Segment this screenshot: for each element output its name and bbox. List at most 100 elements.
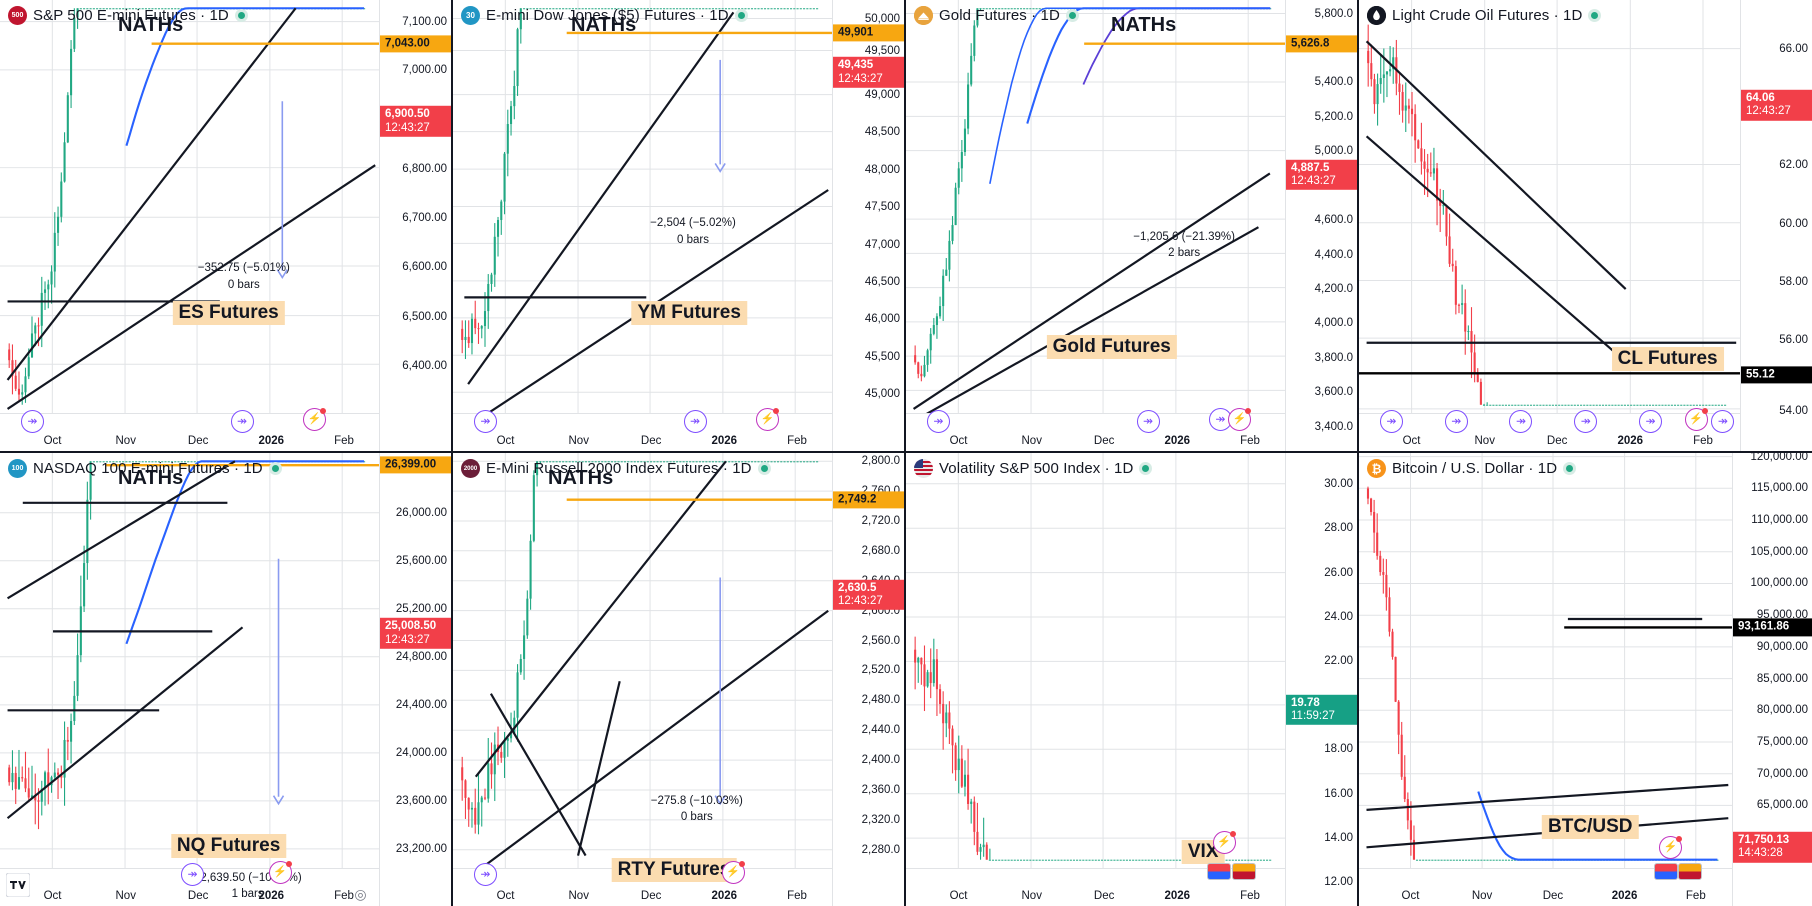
- time-axis-vix[interactable]: Oct Nov Dec 2026 Feb: [906, 868, 1285, 906]
- fast-forward-icon[interactable]: ↠: [1509, 409, 1533, 433]
- fast-forward-icon[interactable]: ↠: [926, 409, 950, 433]
- time-axis-btc[interactable]: Oct Nov Dec 2026 Feb: [1359, 868, 1732, 906]
- lightning-icon[interactable]: ⚡: [268, 860, 292, 884]
- price-axis-rty[interactable]: 2,800.02,760.02,720.02,680.02,640.02,600…: [832, 453, 904, 906]
- lightning-icon[interactable]: ⚡: [1659, 835, 1683, 859]
- price-tick: 4,200.0: [1314, 283, 1353, 295]
- flag-icon-secondary[interactable]: [1677, 862, 1702, 880]
- time-tick: Feb: [1240, 890, 1260, 902]
- fast-forward-icon[interactable]: ↠: [1444, 409, 1468, 433]
- chart-panel-gc[interactable]: Gold Futures · 1D NATHs −1,205.6 (−21.39%)…: [906, 0, 1359, 453]
- time-axis-cl[interactable]: Oct Nov Dec 2026 Feb: [1359, 413, 1740, 451]
- time-tick: Feb: [334, 890, 354, 902]
- ticker-label-cl: CL Futures: [1611, 346, 1724, 371]
- chart-panel-es[interactable]: 500 S&P 500 E-mini Futures · 1D NATHs −352.…: [0, 0, 453, 453]
- live-dot: [1065, 9, 1079, 22]
- panel-title-es: S&P 500 E-mini Futures · 1D: [33, 7, 229, 24]
- price-tick: 2,520.0: [861, 664, 900, 677]
- plot-area-vix[interactable]: [906, 453, 1285, 868]
- time-axis-ym[interactable]: Oct Nov Dec 2026 Feb: [453, 413, 832, 451]
- panel-header-ym: 30 E-mini Dow Jones ($5) Futures · 1D: [461, 6, 748, 25]
- fast-forward-icon[interactable]: ↠: [1639, 409, 1663, 433]
- fast-forward-icon[interactable]: ↠: [20, 409, 44, 433]
- price-tick: 5,000.0: [1314, 145, 1353, 158]
- price-axis-nq[interactable]: 26,000.00 25,600.00 25,200.00 24,800.00 24,4…: [379, 453, 451, 906]
- lightning-icon[interactable]: ⚡: [302, 407, 326, 431]
- chart-panel-btc[interactable]: ₿ Bitcoin / U.S. Dollar · 1D BTC/USD 120,00…: [1359, 453, 1812, 906]
- plot-area-nq[interactable]: [0, 453, 379, 868]
- time-tick: Feb: [787, 435, 807, 447]
- dow30-icon: 30: [461, 6, 480, 25]
- measure-annotation-es: −352.75 (−5.01%) 0 bars: [198, 260, 290, 293]
- price-axis-ym[interactable]: 50,000 49,500 49,000 48,500 48,000 47,500 47,0…: [832, 0, 904, 451]
- measure-annotation-rty: −275.8 (−10.03%) 0 bars: [651, 793, 743, 826]
- price-tag-time: 12:43:27: [385, 633, 430, 646]
- plot-area-btc[interactable]: [1359, 453, 1732, 868]
- measure-delta: −2,504 (−5.02%): [650, 217, 736, 230]
- lightning-icon[interactable]: ⚡: [1212, 831, 1236, 855]
- fast-forward-icon[interactable]: ↠: [1208, 407, 1232, 431]
- time-axis-es[interactable]: Oct Nov Dec 2026 Feb: [0, 413, 379, 451]
- price-tick: 2,480.0: [861, 694, 900, 707]
- price-tick: 16.00: [1324, 787, 1353, 800]
- plot-area-gc[interactable]: [906, 0, 1285, 413]
- fast-forward-icon[interactable]: ↠: [180, 862, 204, 886]
- price-tick: 48,500: [864, 126, 900, 139]
- panel-title-nq: NASDAQ 100 E-mini Futures · 1D: [33, 460, 263, 477]
- time-tick: Nov: [1474, 435, 1495, 447]
- price-tag-value: 26,399.00: [385, 458, 437, 471]
- panel-title-vix: Volatility S&P 500 Index · 1D: [939, 460, 1134, 477]
- settings-icon[interactable]: ◎: [354, 885, 367, 902]
- price-tick: 95,000.00: [1756, 609, 1808, 622]
- chart-panel-vix[interactable]: Volatility S&P 500 Index · 1D VIX 30.00 28.…: [906, 453, 1359, 906]
- ticker-label-btc: BTC/USD: [1542, 815, 1639, 840]
- tradingview-logo[interactable]: [5, 872, 31, 902]
- flag-icon-secondary[interactable]: [1231, 862, 1256, 880]
- plot-area-cl[interactable]: [1359, 0, 1740, 413]
- fast-forward-icon[interactable]: ↠: [473, 409, 497, 433]
- fast-forward-icon[interactable]: ↠: [1711, 409, 1735, 433]
- price-tag-value: 7,043.00: [385, 37, 430, 50]
- price-axis-btc[interactable]: 120,000.00 115,000.00 110,000.00 105,000.00…: [1732, 453, 1812, 906]
- fast-forward-icon[interactable]: ↠: [1136, 409, 1160, 433]
- plot-area-ym[interactable]: [453, 0, 832, 413]
- chart-panel-nq[interactable]: 100 NASDAQ 100 E-mini Futures · 1D NATHs −2…: [0, 453, 453, 906]
- plot-area-es[interactable]: [0, 0, 379, 413]
- price-tick: 2,560.0: [861, 634, 900, 647]
- price-tag-time: 12:43:27: [838, 594, 883, 607]
- price-axis-vix[interactable]: 30.0028.0026.0024.0022.0020.0018.0016.00…: [1285, 453, 1357, 906]
- time-tick: Dec: [1093, 435, 1115, 447]
- chart-panel-ym[interactable]: 30 E-mini Dow Jones ($5) Futures · 1D NATH…: [453, 0, 906, 453]
- fast-forward-icon[interactable]: ↠: [683, 409, 707, 433]
- price-tick: 100,000.00: [1750, 577, 1808, 590]
- fast-forward-icon[interactable]: ↠: [1379, 409, 1403, 433]
- price-tag-time: 12:43:27: [385, 121, 430, 134]
- price-axis-cl[interactable]: 66.00 62.00 60.00 58.00 56.00 54.00 64.06 12:43…: [1740, 0, 1812, 451]
- price-tag-time: 12:43:27: [1746, 105, 1791, 118]
- time-axis-gc[interactable]: Oct Nov Dec 2026 Feb: [906, 413, 1285, 451]
- fast-forward-icon[interactable]: ↠: [230, 409, 254, 433]
- price-tick: 6,800.00: [402, 162, 447, 175]
- flag-icon[interactable]: [1206, 862, 1231, 880]
- plot-area-rty[interactable]: [453, 453, 832, 868]
- fast-forward-icon[interactable]: ↠: [473, 862, 497, 886]
- chart-panel-rty[interactable]: 2000 E-Mini Russell 2000 Index Futures · …: [453, 453, 906, 906]
- lightning-icon[interactable]: ⚡: [755, 407, 779, 431]
- price-tick: 60.00: [1779, 217, 1808, 230]
- lightning-icon[interactable]: ⚡: [721, 860, 745, 884]
- time-tick: Feb: [1693, 435, 1713, 447]
- lightning-icon[interactable]: ⚡: [1684, 407, 1708, 431]
- price-axis-es[interactable]: 7,100.00 7,000.00 6,800.00 6,700.00 6,600.00…: [379, 0, 451, 451]
- live-dot: [1563, 462, 1577, 475]
- time-tick: Dec: [640, 890, 662, 902]
- price-axis-gc[interactable]: 5,800.0 5,400.0 5,200.0 5,000.0 4,600.0 4,400…: [1285, 0, 1357, 451]
- fast-forward-icon[interactable]: ↠: [1574, 409, 1598, 433]
- price-tick: 47,500: [864, 201, 900, 214]
- price-tick: 28.00: [1324, 522, 1353, 535]
- chart-panel-cl[interactable]: Light Crude Oil Futures · 1D CL Futures 66…: [1359, 0, 1812, 453]
- price-tag-time: 11:59:27: [1291, 709, 1335, 722]
- price-tick: 3,600.0: [1314, 386, 1353, 399]
- flag-icon[interactable]: [1653, 862, 1678, 880]
- lightning-icon[interactable]: ⚡: [1227, 407, 1251, 431]
- price-tick: 115,000.00: [1751, 482, 1808, 495]
